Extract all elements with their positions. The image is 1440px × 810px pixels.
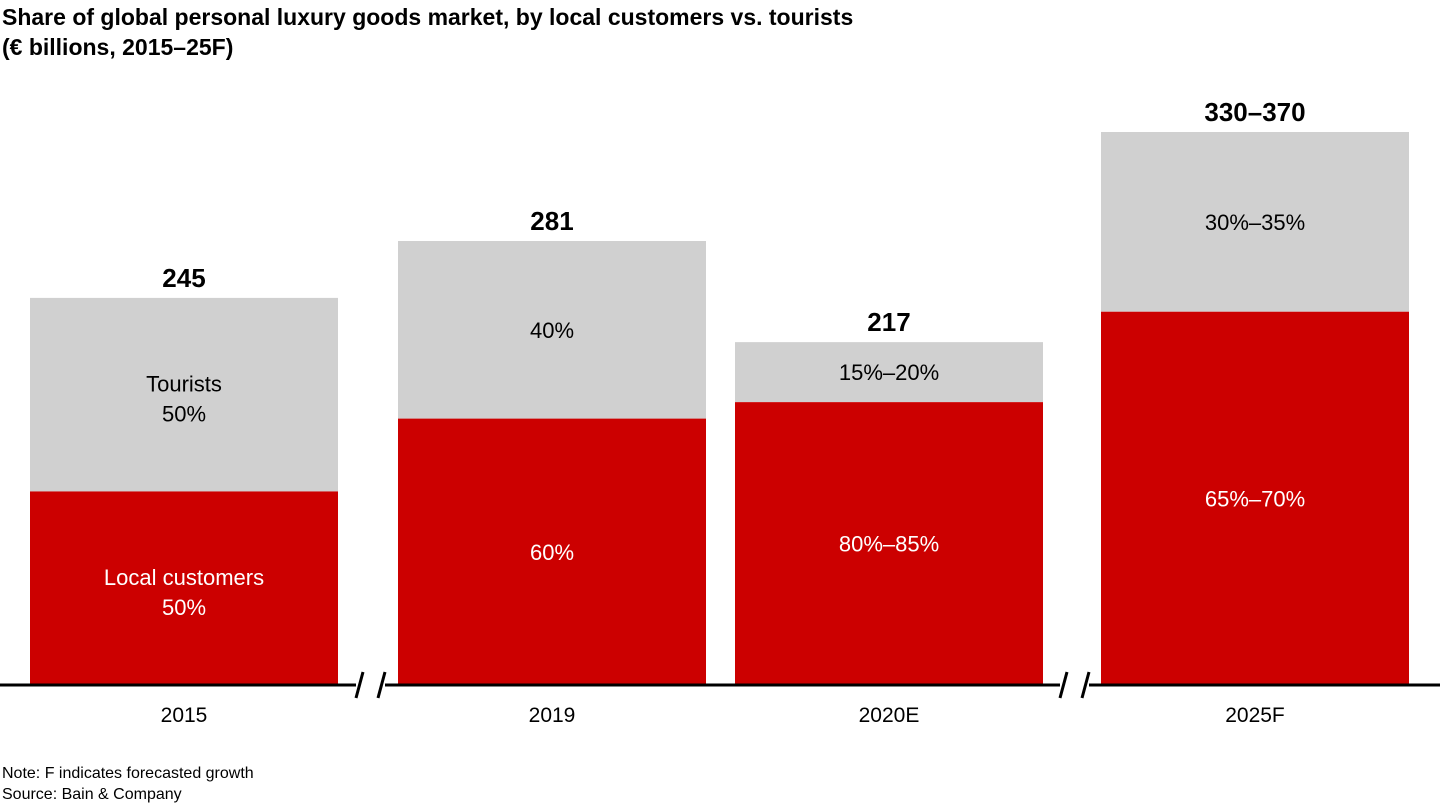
local-share-label-2015: 50% [162,595,206,620]
chart-title: Share of global personal luxury goods ma… [2,4,854,30]
series-label-tourists: Tourists [146,372,222,397]
x-tick-label-2025F: 2025F [1225,704,1285,727]
x-tick-label-2015: 2015 [161,704,208,727]
local-share-label-2019: 60% [530,540,574,565]
total-label-2020E: 217 [867,307,910,337]
bar-local-2020E [735,402,1043,685]
bar-tourists-2025F [1101,132,1409,312]
bar-tourists-2019 [398,241,706,419]
axis-break-gap-1 [1060,681,1089,689]
series-label-local: Local customers [104,565,264,590]
axis-break-mark-0a [354,671,365,699]
note-text: Note: F indicates forecasted growth [2,765,254,782]
bar-tourists-2015 [30,297,338,492]
bar-local-2019 [398,418,706,685]
total-label-2019: 281 [530,206,573,236]
source-text: Source: Bain & Company [2,786,182,803]
axis-break-mark-0b [376,671,387,699]
axis-break-mark-1a [1058,671,1069,699]
bar-local-2015 [30,491,338,685]
tourists-share-label-2025F: 30%–35% [1205,210,1305,235]
axis-break-mark-1b [1080,671,1091,699]
local-share-label-2025F: 65%–70% [1205,486,1305,511]
tourists-share-label-2020E: 15%–20% [839,360,939,385]
stacked-bar-chart: 245 2015 Tourists 50% Local customers 50% 281 2… [0,97,1440,727]
bar-tourists-2020E [735,342,1043,403]
x-tick-label-2019: 2019 [529,704,576,727]
bar-local-2025F [1101,311,1409,685]
chart-subtitle: (€ billions, 2015–25F) [2,34,234,60]
tourists-share-label-2015: 50% [162,402,206,427]
total-label-2025F: 330–370 [1204,97,1305,127]
axis-break-gap-0 [356,681,385,689]
local-share-label-2020E: 80%–85% [839,532,939,557]
chart-title-block: Share of global personal luxury goods ma… [2,2,853,62]
total-label-2015: 245 [162,263,205,293]
footnotes: Note: F indicates forecasted growth Sour… [2,763,254,805]
x-tick-label-2020E: 2020E [859,704,920,727]
tourists-share-label-2019: 40% [530,318,574,343]
